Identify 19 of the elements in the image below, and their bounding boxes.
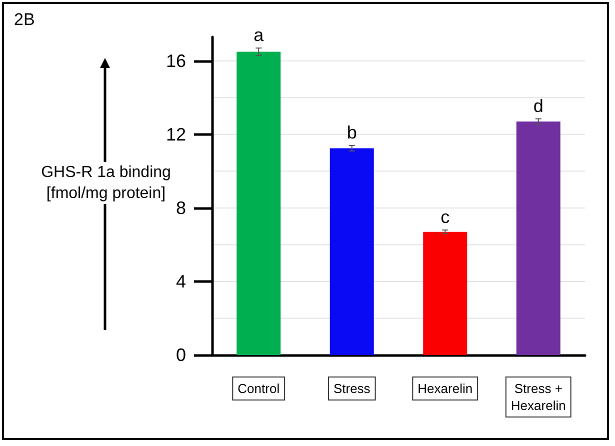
x-tick-label: Stress + Hexarelin — [510, 381, 566, 413]
bar — [330, 148, 374, 355]
y-tick-label: 12 — [166, 124, 186, 144]
x-tick-label: Hexarelin — [418, 381, 473, 396]
y-axis-title: GHS-R 1a binding [fmol/mg protein] — [36, 162, 176, 204]
bar — [423, 232, 468, 355]
annotation: a — [254, 25, 265, 46]
y-tick-label: 4 — [176, 271, 186, 292]
y-tick-label: 16 — [166, 50, 186, 71]
y-tick-label: 0 — [176, 345, 186, 365]
bar — [236, 52, 281, 355]
annotation: c — [440, 207, 450, 228]
annotation: d — [533, 96, 544, 116]
bar — [516, 122, 560, 355]
x-tick-label: Stress — [333, 381, 371, 396]
annotation: b — [346, 122, 357, 142]
y-tick-label: 8 — [176, 198, 186, 218]
text: 2B — [14, 10, 35, 30]
x-tick-label: Control — [238, 381, 280, 396]
